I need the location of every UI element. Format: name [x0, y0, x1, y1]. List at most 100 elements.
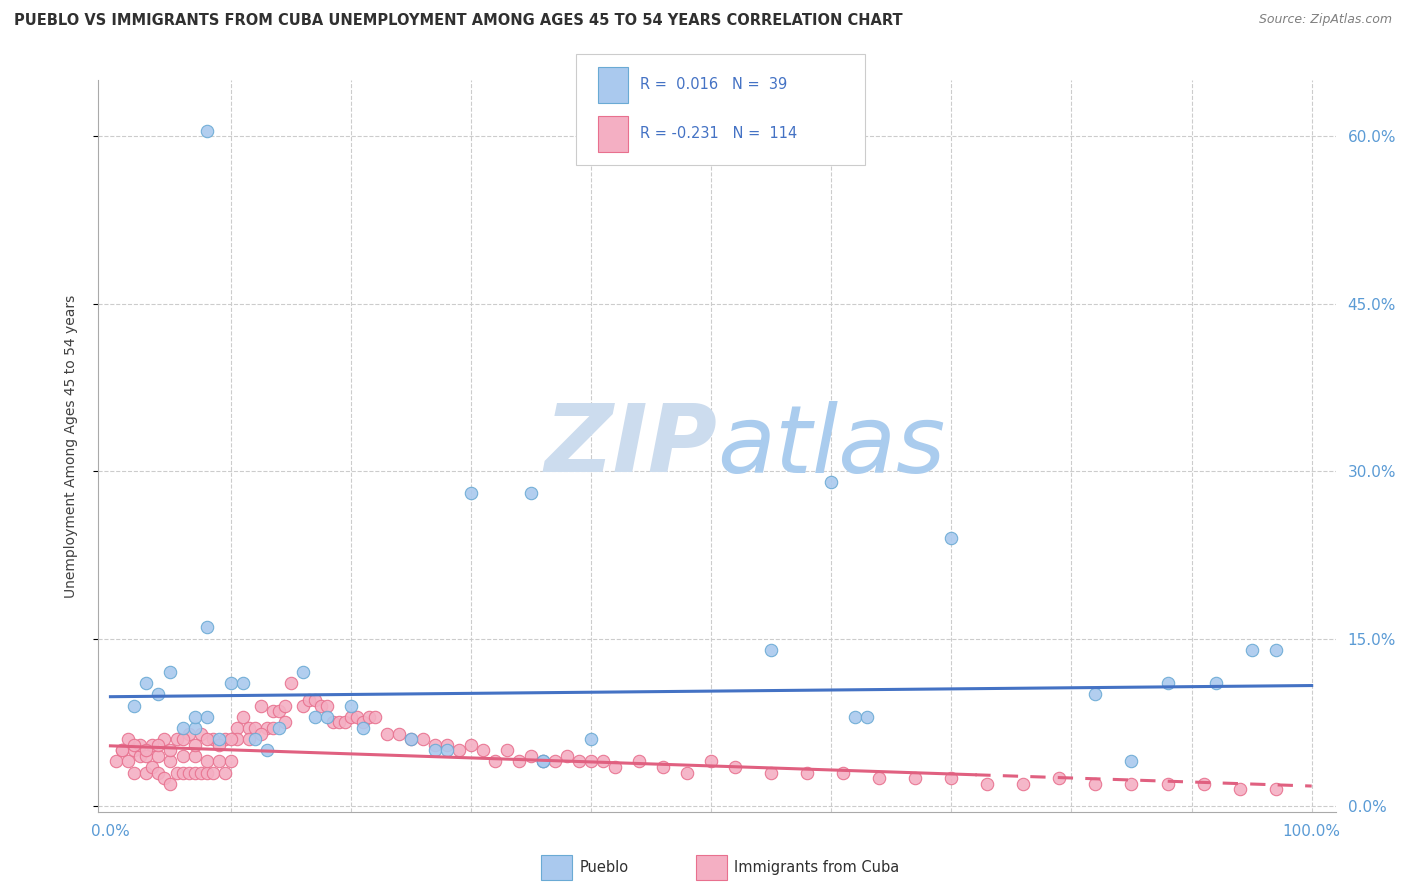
Point: [159, 743, 181, 757]
Point: [273, 715, 295, 730]
Point: [700, 755, 723, 769]
Text: R = -0.231   N =  114: R = -0.231 N = 114: [640, 127, 797, 141]
Point: [315, 698, 337, 713]
Point: [172, 732, 194, 747]
Point: [124, 738, 146, 752]
Point: [214, 765, 236, 780]
Point: [339, 710, 361, 724]
Point: [460, 738, 482, 752]
Point: [322, 715, 344, 730]
Point: [339, 698, 361, 713]
Point: [304, 710, 326, 724]
Point: [298, 693, 321, 707]
Point: [195, 765, 218, 780]
Point: [190, 765, 212, 780]
Point: [388, 726, 411, 740]
Point: [627, 755, 650, 769]
Point: [183, 721, 205, 735]
Point: [676, 765, 699, 780]
Point: [1121, 755, 1143, 769]
Point: [129, 748, 152, 763]
Point: [941, 531, 963, 545]
Point: [214, 732, 236, 747]
Point: [148, 738, 170, 752]
Point: [105, 755, 128, 769]
Point: [238, 721, 260, 735]
Point: [159, 755, 181, 769]
Point: [232, 676, 254, 690]
Point: [135, 748, 157, 763]
Point: [904, 771, 927, 785]
Point: [153, 771, 176, 785]
Text: atlas: atlas: [717, 401, 945, 491]
Point: [436, 743, 458, 757]
Point: [1012, 777, 1035, 791]
Text: PUEBLO VS IMMIGRANTS FROM CUBA UNEMPLOYMENT AMONG AGES 45 TO 54 YEARS CORRELATIO: PUEBLO VS IMMIGRANTS FROM CUBA UNEMPLOYM…: [14, 13, 903, 29]
Point: [291, 698, 314, 713]
Point: [135, 676, 157, 690]
Point: [364, 710, 387, 724]
Point: [262, 721, 284, 735]
Point: [183, 738, 205, 752]
Point: [183, 710, 205, 724]
Point: [117, 732, 139, 747]
Point: [159, 665, 181, 680]
Point: [148, 748, 170, 763]
Point: [652, 760, 675, 774]
Point: [603, 760, 626, 774]
Point: [207, 755, 229, 769]
Point: [183, 748, 205, 763]
Point: [1264, 642, 1286, 657]
Point: [256, 721, 278, 735]
Point: [544, 755, 567, 769]
Point: [508, 755, 530, 769]
Point: [796, 765, 818, 780]
Point: [135, 743, 157, 757]
Point: [1240, 642, 1263, 657]
Point: [520, 748, 543, 763]
Point: [129, 738, 152, 752]
Point: [243, 732, 266, 747]
Point: [201, 732, 224, 747]
Point: [423, 743, 446, 757]
Point: [328, 715, 350, 730]
Point: [868, 771, 890, 785]
Point: [256, 743, 278, 757]
Point: [436, 738, 458, 752]
Point: [1192, 777, 1215, 791]
Point: [309, 698, 332, 713]
Point: [195, 732, 218, 747]
Text: Source: ZipAtlas.com: Source: ZipAtlas.com: [1258, 13, 1392, 27]
Point: [190, 726, 212, 740]
Point: [460, 486, 482, 500]
Point: [352, 721, 374, 735]
Point: [579, 732, 602, 747]
Point: [267, 704, 290, 718]
Point: [238, 732, 260, 747]
Point: [1084, 688, 1107, 702]
Point: [346, 710, 368, 724]
Point: [249, 726, 271, 740]
Point: [399, 732, 422, 747]
Point: [141, 760, 163, 774]
Point: [177, 765, 200, 780]
Point: [124, 698, 146, 713]
Point: [172, 748, 194, 763]
Point: [291, 665, 314, 680]
Point: [484, 755, 506, 769]
Point: [1229, 782, 1251, 797]
Point: [315, 710, 337, 724]
Point: [412, 732, 434, 747]
Point: [844, 710, 866, 724]
Point: [352, 715, 374, 730]
Point: [333, 715, 356, 730]
Point: [273, 698, 295, 713]
Point: [267, 721, 290, 735]
Point: [177, 726, 200, 740]
Point: [172, 721, 194, 735]
Point: [555, 748, 578, 763]
Point: [471, 743, 494, 757]
Point: [856, 710, 879, 724]
Point: [820, 475, 842, 490]
Point: [225, 732, 247, 747]
